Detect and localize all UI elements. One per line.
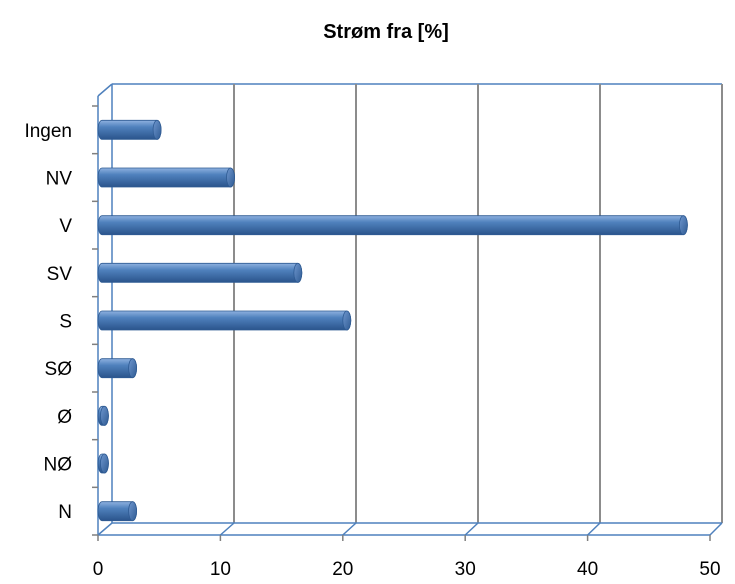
- bar: [97, 167, 235, 188]
- floor-gridline: [709, 522, 723, 536]
- bar-cap: [293, 262, 303, 283]
- y-tick-label: SØ: [45, 359, 73, 380]
- bar-cap: [152, 119, 162, 140]
- plot-area: N NØ Ø SØ S SV V NV Ingen 0 10 20 30 40 50: [24, 83, 723, 580]
- x-tick-label: 10: [210, 559, 231, 580]
- x-tick-label: 0: [93, 559, 104, 580]
- y-tick-label: SV: [47, 264, 73, 285]
- floor-gridline: [219, 522, 235, 536]
- y-tick-label: S: [59, 312, 72, 333]
- x-tick-label: 50: [699, 559, 720, 580]
- y-tick-label: NØ: [44, 455, 73, 476]
- floor-gridline: [587, 522, 601, 536]
- x-tick-label: 30: [455, 559, 476, 580]
- y-tick-label: Ingen: [24, 121, 72, 142]
- bar-cap: [226, 167, 235, 188]
- y-tick-label: Ø: [57, 407, 72, 428]
- x-tick-label: 20: [332, 559, 353, 580]
- x-tick-label: 40: [577, 559, 598, 580]
- y-tick-label: V: [59, 216, 72, 237]
- bar: [97, 310, 352, 331]
- chart-title: Strøm fra [%]: [323, 21, 449, 43]
- floor-gridline: [342, 522, 357, 536]
- bar: [97, 215, 688, 236]
- bar: [97, 119, 162, 140]
- side-wall-top-edge: [97, 83, 113, 97]
- floor-gridline: [97, 522, 113, 536]
- y-tick-label: NV: [46, 169, 73, 190]
- bar-cap: [128, 501, 138, 522]
- bar-cap: [128, 358, 138, 379]
- bar-cap: [100, 405, 109, 426]
- bar-cap: [342, 310, 352, 331]
- bar-cap: [679, 215, 688, 236]
- y-tick-label: N: [58, 502, 72, 523]
- floor-gridline: [464, 522, 479, 536]
- bar: [97, 262, 303, 283]
- bar-cap: [100, 453, 109, 474]
